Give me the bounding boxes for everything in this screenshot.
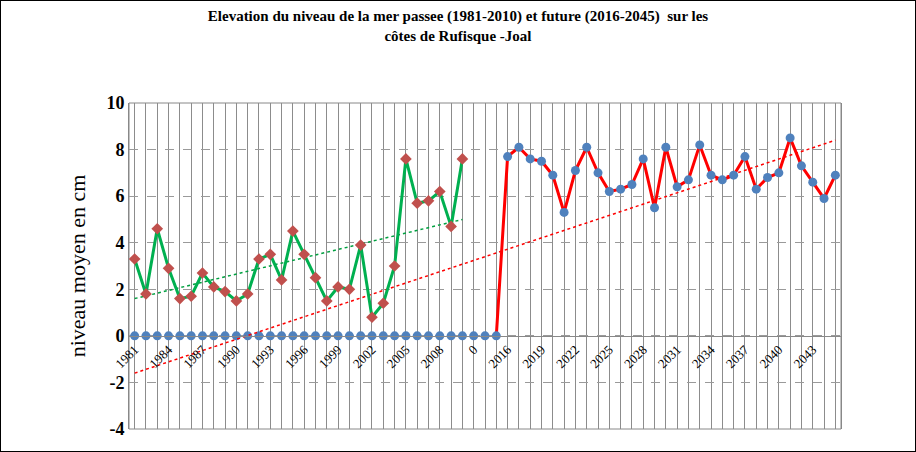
svg-text:8: 8 xyxy=(115,140,124,160)
svg-text:-2: -2 xyxy=(109,373,124,393)
svg-text:1996: 1996 xyxy=(282,342,311,371)
svg-text:2005: 2005 xyxy=(384,342,413,371)
svg-text:2022: 2022 xyxy=(553,342,582,371)
svg-text:2025: 2025 xyxy=(587,342,616,371)
svg-text:4: 4 xyxy=(115,233,124,253)
svg-text:0: 0 xyxy=(115,326,124,346)
svg-text:1993: 1993 xyxy=(248,342,277,371)
svg-text:2: 2 xyxy=(115,280,124,300)
svg-text:1981: 1981 xyxy=(112,342,141,371)
svg-text:2031: 2031 xyxy=(655,342,684,371)
svg-text:2034: 2034 xyxy=(689,342,718,371)
svg-text:1999: 1999 xyxy=(316,342,345,371)
svg-text:-4: -4 xyxy=(109,419,124,439)
svg-text:1987: 1987 xyxy=(180,342,209,371)
svg-text:0: 0 xyxy=(465,342,480,357)
svg-text:2040: 2040 xyxy=(757,342,786,371)
svg-text:2037: 2037 xyxy=(723,342,752,371)
svg-text:6: 6 xyxy=(115,186,124,206)
svg-text:niveau moyen en cm: niveau moyen en cm xyxy=(65,175,90,358)
svg-text:1984: 1984 xyxy=(146,342,175,371)
svg-text:10: 10 xyxy=(106,93,124,113)
svg-text:2002: 2002 xyxy=(350,342,379,371)
svg-text:2008: 2008 xyxy=(418,342,447,371)
svg-text:1990: 1990 xyxy=(214,342,243,371)
svg-text:2016: 2016 xyxy=(485,342,514,371)
svg-text:Elevation du niveau de la mer: Elevation du niveau de la mer passee (19… xyxy=(208,8,709,44)
svg-text:2028: 2028 xyxy=(621,342,650,371)
svg-text:2019: 2019 xyxy=(519,342,548,371)
svg-text:2043: 2043 xyxy=(790,342,819,371)
